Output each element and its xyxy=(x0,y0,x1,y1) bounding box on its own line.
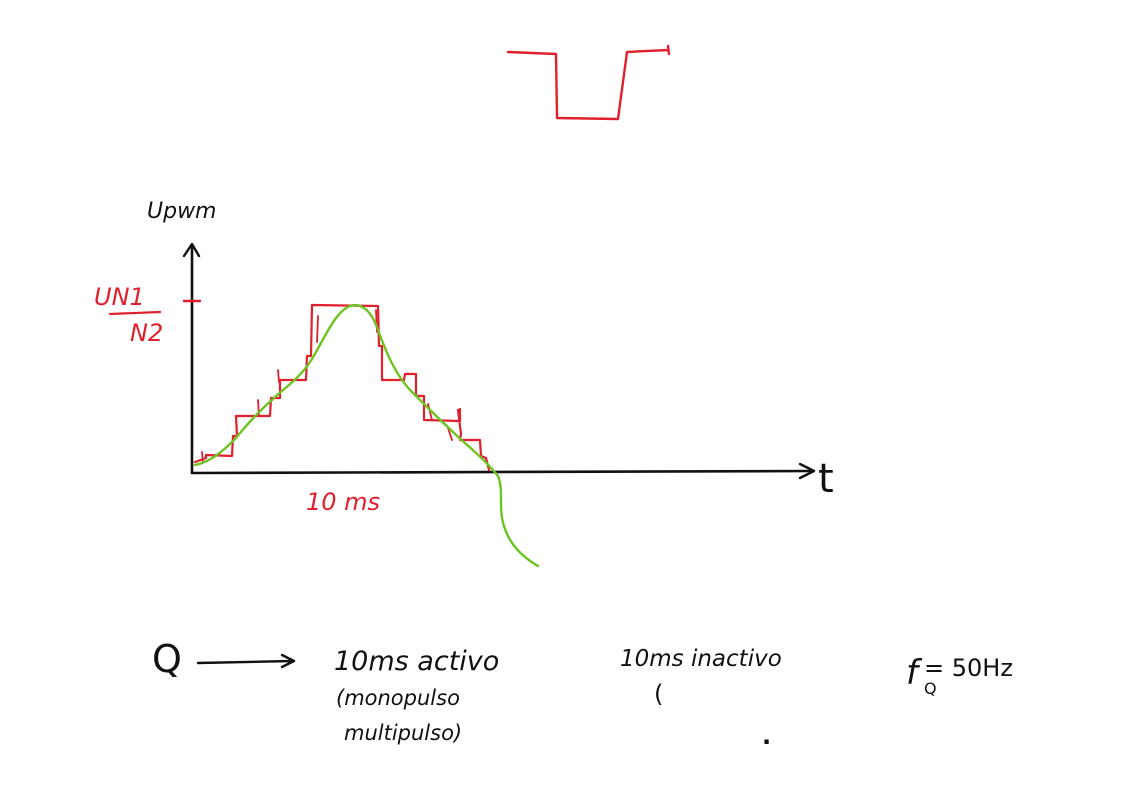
staircase-approximation xyxy=(193,303,491,472)
x-axis-label: t xyxy=(818,456,834,502)
y-axis-arrowhead xyxy=(182,242,201,258)
ratio-numerator: UN1 xyxy=(94,283,145,311)
ratio-fraction-bar xyxy=(108,310,162,316)
staircase-extra-strokes xyxy=(201,309,453,463)
inactive-note-line1: 10ms inactivo xyxy=(620,646,782,672)
x-axis-arrowhead xyxy=(798,462,816,480)
time-mark-label: 10 ms xyxy=(306,488,380,516)
q-arrow xyxy=(196,653,296,669)
ratio-denominator: N2 xyxy=(130,319,163,347)
y-axis-label: Upwm xyxy=(147,199,217,224)
pulse-sketch xyxy=(506,44,671,121)
stray-dot: . xyxy=(762,722,771,750)
q-symbol: Q xyxy=(152,637,182,681)
frequency-value: = 50Hz xyxy=(924,654,1013,682)
active-note-line3: multipulso) xyxy=(344,721,462,745)
x-axis xyxy=(190,469,814,475)
active-note-line2: (monopulso xyxy=(336,686,460,710)
frequency-f: f xyxy=(906,653,923,693)
inactive-note-line2: ( xyxy=(654,680,663,708)
sine-wave-curve xyxy=(193,303,540,568)
active-note-line1: 10ms activo xyxy=(334,646,499,677)
frequency-subscript: Q xyxy=(924,679,937,698)
